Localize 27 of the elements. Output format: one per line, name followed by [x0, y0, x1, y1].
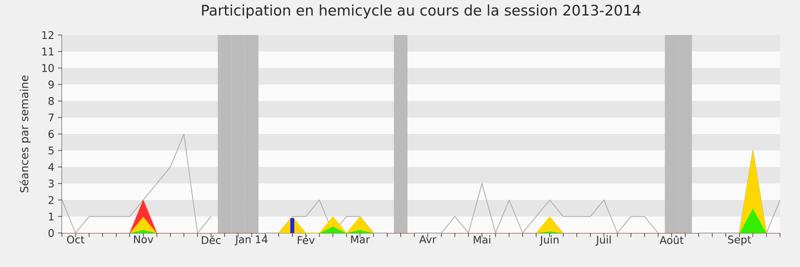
chart-title: Participation en hemicycle au cours de la session 2013-2014	[202, 4, 641, 18]
y-tick-label: 2	[48, 196, 54, 204]
x-tick-label: Oct	[67, 236, 84, 244]
x-tick-label: Jan 14	[234, 236, 268, 246]
y-tick-label: 3	[48, 180, 54, 188]
x-tick-label: Avr	[419, 236, 436, 244]
x-tick-label: Juil	[596, 236, 611, 246]
x-tick-label: Nov	[134, 236, 154, 244]
y-tick-label: 1	[48, 212, 54, 220]
y-tick-label: 6	[48, 130, 54, 138]
y-tick-label: 9	[48, 80, 54, 88]
x-tick-label: Juin	[539, 236, 558, 246]
x-tick-label: Mar	[351, 236, 370, 244]
x-tick-label: Fév	[298, 236, 315, 244]
y-tick-label: 5	[48, 146, 54, 154]
y-axis-title: Séances par semaine	[19, 76, 30, 192]
y-tick-label: 10	[42, 64, 54, 72]
x-tick-label: Sept	[728, 236, 752, 246]
y-tick-label: 12	[42, 31, 54, 39]
y-tick-label: 11	[42, 48, 54, 56]
y-tick-label: 8	[48, 97, 54, 105]
y-tick-label: 7	[48, 114, 54, 122]
x-tick-label: Déc	[202, 236, 221, 244]
y-tick-label: 4	[48, 163, 54, 171]
x-tick-label: Août	[660, 236, 684, 244]
x-tick-label: Mai	[474, 236, 490, 244]
y-tick-label: 0	[48, 229, 54, 237]
